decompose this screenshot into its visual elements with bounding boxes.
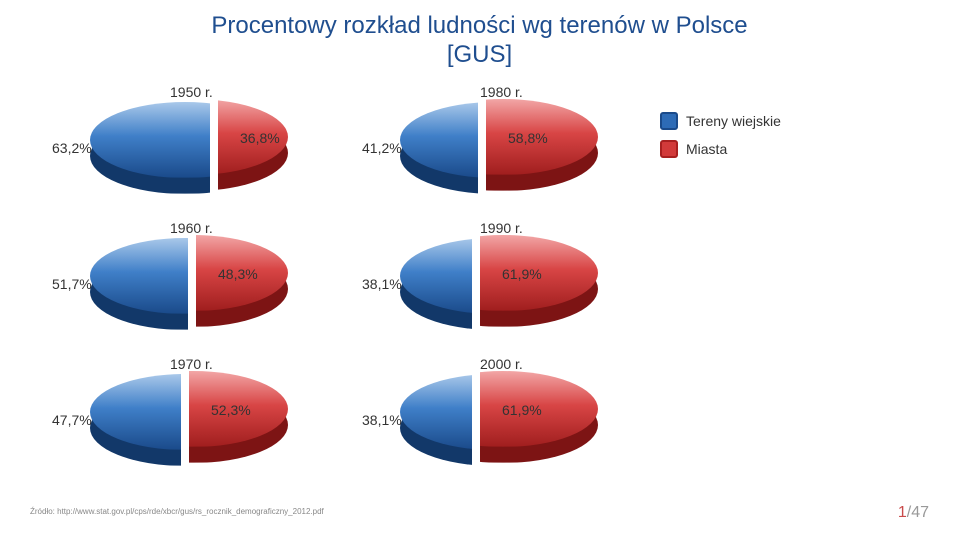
- chart-row-3: 1970 r. 47,7% 52,3% 2000 r. 38,1% 61,9: [30, 352, 929, 472]
- pie-rural-pct: 38,1%: [362, 276, 402, 292]
- source-citation: Źródło: http://www.stat.gov.pl/cps/rde/x…: [30, 507, 324, 516]
- chart-1960: 1960 r. 51,7% 48,3%: [30, 216, 340, 336]
- page-current: 1: [898, 504, 907, 521]
- title-line-1: Procentowy rozkład ludności wg terenów w…: [211, 12, 747, 39]
- pie-rural-pct: 38,1%: [362, 412, 402, 428]
- chart-1970: 1970 r. 47,7% 52,3%: [30, 352, 340, 472]
- pie-urban-pct: 48,3%: [218, 266, 258, 282]
- chart-1990: 1990 r. 38,1% 61,9%: [340, 216, 650, 336]
- pie-chart: [400, 238, 590, 330]
- legend: Tereny wiejskie Miasta: [660, 112, 781, 168]
- pie-chart: [90, 102, 280, 194]
- legend-urban: Miasta: [660, 140, 781, 158]
- chart-year-label: 1970 r.: [170, 356, 213, 372]
- page-title: Procentowy rozkład ludności wg terenów w…: [30, 12, 929, 70]
- chart-year-label: 1990 r.: [480, 220, 523, 236]
- page-total: /47: [907, 504, 929, 521]
- pie-urban-pct: 61,9%: [502, 266, 542, 282]
- legend-urban-label: Miasta: [686, 141, 727, 157]
- pie-urban-pct: 52,3%: [211, 402, 251, 418]
- pie-rural-pct: 51,7%: [52, 276, 92, 292]
- chart-row-2: 1960 r. 51,7% 48,3% 1990 r. 38,1% 61,9: [30, 216, 929, 336]
- chart-year-label: 2000 r.: [480, 356, 523, 372]
- legend-rural: Tereny wiejskie: [660, 112, 781, 130]
- chart-row-1: 1950 r. 63,2% 36,8% 1980 r. 41,2% 58,8: [30, 80, 929, 200]
- slide: Procentowy rozkład ludności wg terenów w…: [0, 0, 959, 534]
- page-number: 1/47: [898, 504, 929, 522]
- pie-chart: [90, 374, 280, 466]
- pie-rural-pct: 47,7%: [52, 412, 92, 428]
- legend-rural-swatch: [660, 112, 678, 130]
- pie-rural-pct: 41,2%: [362, 140, 402, 156]
- pie-chart: [400, 374, 590, 466]
- chart-year-label: 1980 r.: [480, 84, 523, 100]
- legend-rural-label: Tereny wiejskie: [686, 113, 781, 129]
- pie-urban-pct: 61,9%: [502, 402, 542, 418]
- chart-grid: 1950 r. 63,2% 36,8% 1980 r. 41,2% 58,8: [30, 80, 929, 472]
- chart-2000: 2000 r. 38,1% 61,9%: [340, 352, 650, 472]
- chart-year-label: 1950 r.: [170, 84, 213, 100]
- chart-1950: 1950 r. 63,2% 36,8%: [30, 80, 340, 200]
- pie-chart: [400, 102, 590, 194]
- title-line-2: [GUS]: [447, 41, 512, 68]
- chart-year-label: 1960 r.: [170, 220, 213, 236]
- chart-1980: 1980 r. 41,2% 58,8%: [340, 80, 650, 200]
- pie-chart: [90, 238, 280, 330]
- pie-rural-pct: 63,2%: [52, 140, 92, 156]
- pie-urban-pct: 58,8%: [508, 130, 548, 146]
- legend-urban-swatch: [660, 140, 678, 158]
- pie-urban-pct: 36,8%: [240, 130, 280, 146]
